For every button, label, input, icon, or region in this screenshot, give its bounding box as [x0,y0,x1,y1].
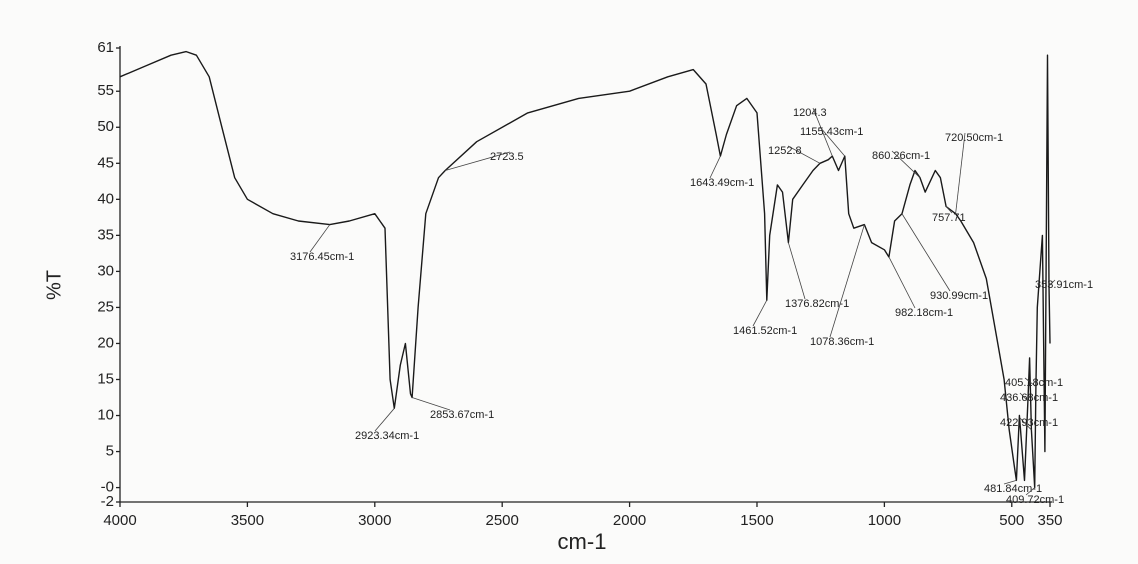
annotation-label: 2723.5 [490,151,524,163]
y-tick-label: 55 [97,82,114,99]
x-tick-label: 4000 [103,512,136,529]
annotation-leader [891,150,921,179]
annotation-label: 405.18cm-1 [1005,377,1063,389]
y-tick-label: 40 [97,190,114,207]
annotation-leader [374,408,395,432]
annotation-leader [1019,392,1029,402]
annotation-leader [1048,279,1056,287]
annotation-label: 1376.82cm-1 [785,298,849,310]
annotation-leader [411,397,451,411]
y-tick-label: 20 [97,334,114,351]
x-tick-label: 1000 [868,512,901,529]
spectrum-line [119,50,1051,489]
x-tick-label: 350 [1037,512,1062,529]
annotation-leader [945,206,953,214]
annotation-leader [955,132,966,214]
annotation-leader [445,151,511,171]
y-tick-label: 35 [97,226,114,243]
y-tick-label: 5 [106,443,114,460]
annotation-label: 720.50cm-1 [945,132,1003,144]
x-tick-label: 3000 [358,512,391,529]
y-tick-label: 15 [97,370,114,387]
annotation-leader [787,242,806,300]
y-tick-label: 61 [97,39,114,56]
annotation-label: 2923.34cm-1 [355,430,419,442]
annotation-label: 757.71 [932,212,966,224]
annotation-label: 1155.43cm-1 [800,126,863,138]
annotation-label: 409.72cm-1 [1006,494,1064,506]
y-tick-label: -2 [101,493,114,510]
annotation-label: 422.93cm-1 [1000,417,1058,429]
annotation-label: 1461.52cm-1 [733,325,797,337]
annotation-label: 3176.45cm-1 [290,251,354,263]
x-tick-label: 2000 [613,512,646,529]
annotation-label: 860.26cm-1 [872,150,930,162]
y-tick-label: 30 [97,262,114,279]
annotation-label: 1204.3 [793,107,827,119]
annotation-leader [752,300,768,327]
y-tick-label: 45 [97,154,114,171]
annotation-label: 481.84cm-1 [984,483,1042,495]
annotation-label: 353.91cm-1 [1035,279,1093,291]
x-tick-label: 3500 [231,512,264,529]
annotation-label: 1252.8 [768,145,802,157]
annotation-label: 436.68cm-1 [1000,392,1058,404]
x-tick-label: 500 [999,512,1024,529]
x-axis-label: cm-1 [558,529,607,554]
y-axis-label: %T [43,270,65,300]
x-tick-label: 2500 [486,512,519,529]
y-tick-label: 25 [97,298,114,315]
annotation-leader [829,224,865,338]
annotation-leader [888,256,916,309]
annotation-leader [1003,479,1017,485]
annotation-label: 982.18cm-1 [895,307,953,319]
annotation-label: 1078.36cm-1 [810,336,874,348]
annotation-leader [1025,487,1036,496]
y-tick-label: 50 [97,118,114,135]
annotation-leader [1019,417,1032,431]
annotation-label: 930.99cm-1 [930,290,988,302]
x-tick-label: 1500 [740,512,773,529]
annotation-leader [819,126,846,157]
annotation-leader [709,155,721,179]
annotation-leader [1024,377,1037,388]
y-tick-label: -0 [101,479,114,496]
annotation-label: 1643.49cm-1 [690,177,754,189]
annotation-leader [309,224,331,253]
annotation-leader [787,145,821,164]
y-tick-label: 10 [97,406,114,423]
annotation-leader [812,107,833,157]
annotation-leader [901,213,951,292]
annotation-label: 2853.67cm-1 [430,409,494,421]
